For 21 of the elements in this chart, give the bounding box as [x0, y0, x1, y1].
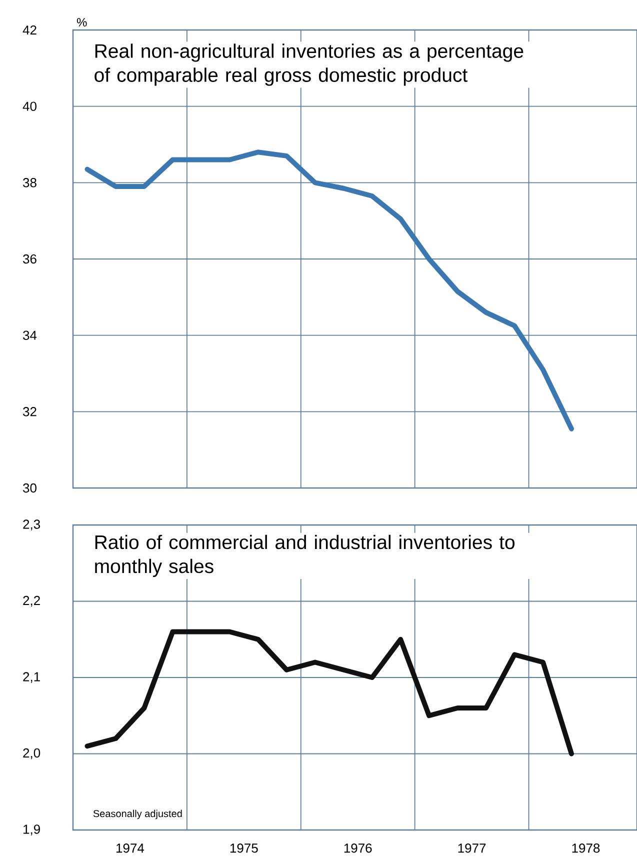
y-axis-title: % — [76, 18, 87, 26]
y-tick-label: 1,9 — [24, 824, 40, 836]
y-tick-label: 38 — [23, 178, 36, 188]
y-tick-label: 2,1 — [23, 672, 40, 683]
y-tick-label: 36 — [23, 254, 36, 264]
y-tick-label: 30 — [23, 483, 36, 493]
y-tick-label: 2,2 — [23, 596, 40, 607]
y-tick-label: 34 — [23, 330, 37, 340]
annotation: Seasonally adjusted — [93, 810, 182, 820]
x-tick-label: 1975 — [230, 844, 258, 853]
y-tick-label: 2,0 — [23, 748, 40, 760]
x-tick-label: 1978 — [572, 844, 600, 853]
y-tick-label: 42 — [22, 25, 36, 35]
x-tick-label: 1974 — [116, 844, 144, 853]
y-tick-label: 40 — [22, 102, 36, 111]
y-tick-label: 2,3 — [23, 520, 40, 530]
y-tick-label: 32 — [23, 407, 36, 416]
text: Ratio of commercial and industrial inventories to monthly sales — [95, 534, 515, 577]
text: Real non-agricultural inventories as a percentage of comparable real gross domestic product — [94, 44, 524, 86]
x-tick-label: 1976 — [344, 844, 372, 853]
x-tick-label: 1977 — [458, 844, 486, 853]
